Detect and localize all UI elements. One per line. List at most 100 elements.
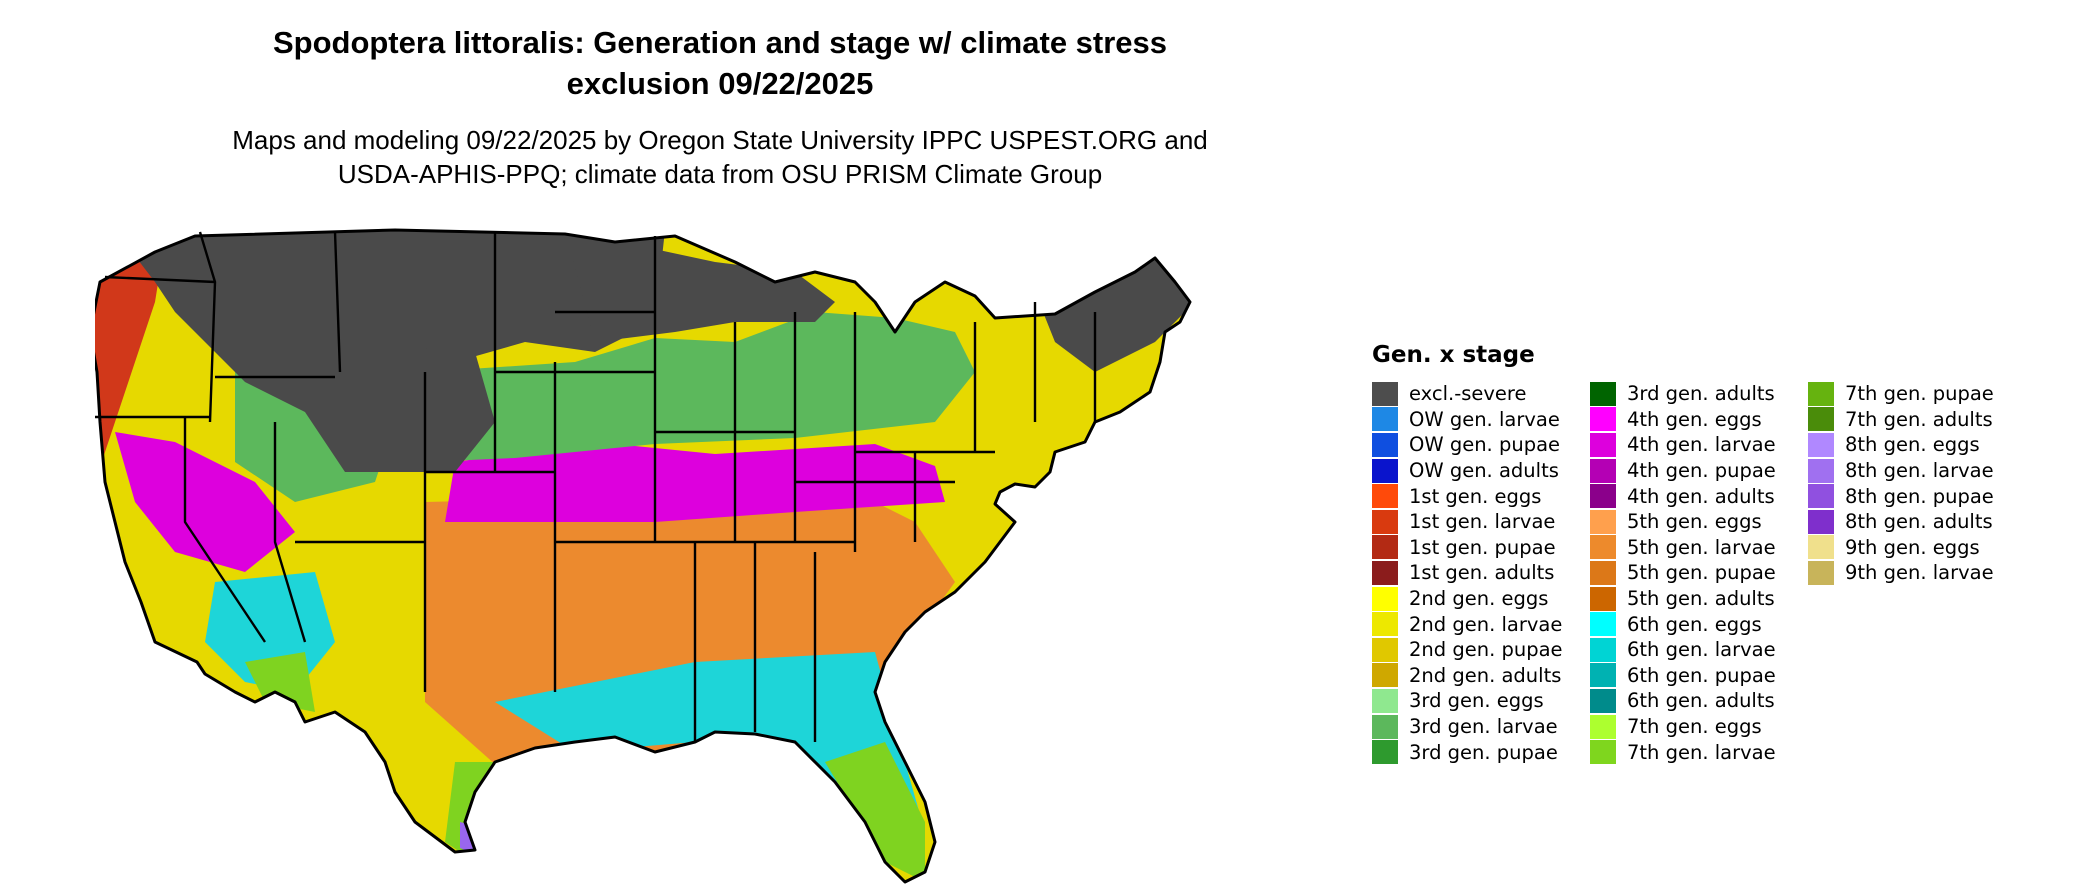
region-gen3 <box>425 312 975 462</box>
legend-swatch <box>1590 612 1616 637</box>
legend-label: 2nd gen. eggs <box>1409 587 1549 611</box>
legend-item: 6th gen. larvae <box>1590 637 1808 663</box>
legend-item: 7th gen. larvae <box>1590 739 1808 765</box>
legend-item: 7th gen. adults <box>1808 407 2026 433</box>
legend-label: 3rd gen. eggs <box>1409 689 1544 713</box>
legend-label: 6th gen. larvae <box>1627 638 1776 662</box>
legend-swatch <box>1590 535 1616 560</box>
legend-label: 6th gen. eggs <box>1627 612 1762 636</box>
map-title: Spodoptera littoralis: Generation and st… <box>180 22 1260 104</box>
legend-item: 3rd gen. adults <box>1590 381 1808 407</box>
legend-item: 5th gen. pupae <box>1590 560 1808 586</box>
legend-label: 8th gen. adults <box>1845 510 1993 534</box>
us-generation-map <box>95 228 1192 884</box>
legend-swatch <box>1590 688 1616 713</box>
legend-label: 9th gen. larvae <box>1845 561 1994 585</box>
legend-label: OW gen. adults <box>1409 459 1559 483</box>
legend-item: 8th gen. pupae <box>1808 483 2026 509</box>
region-gen4 <box>445 442 945 522</box>
legend-item: 1st gen. larvae <box>1372 509 1590 535</box>
legend-label: 5th gen. pupae <box>1627 561 1776 585</box>
legend-label: 6th gen. adults <box>1627 689 1775 713</box>
legend-item: 5th gen. larvae <box>1590 535 1808 561</box>
legend-label: 5th gen. eggs <box>1627 510 1762 534</box>
map-subtitle-line-1: Maps and modeling 09/22/2025 by Oregon S… <box>232 125 1208 155</box>
legend-item: 7th gen. pupae <box>1808 381 2026 407</box>
legend-columns: excl.-severe OW gen. larvae OW gen. pupae O… <box>1372 381 2026 765</box>
legend-swatch <box>1372 560 1398 585</box>
legend-swatch <box>1808 560 1834 585</box>
legend-label: 8th gen. pupae <box>1845 484 1994 508</box>
legend-label: 1st gen. eggs <box>1409 484 1542 508</box>
map-title-line-2: exclusion 09/22/2025 <box>566 66 874 101</box>
legend-item: 2nd gen. eggs <box>1372 586 1590 612</box>
legend-label: 1st gen. adults <box>1409 561 1555 585</box>
legend-item: 4th gen. larvae <box>1590 432 1808 458</box>
legend-swatch <box>1372 663 1398 688</box>
legend-item: 7th gen. eggs <box>1590 714 1808 740</box>
region-excluded-colorado <box>335 342 495 472</box>
legend-item: 1st gen. adults <box>1372 560 1590 586</box>
legend-item: 6th gen. eggs <box>1590 611 1808 637</box>
region-pacific-northwest <box>95 240 165 482</box>
legend-swatch <box>1590 432 1616 457</box>
legend-label: OW gen. larvae <box>1409 407 1560 431</box>
legend-label: 4th gen. larvae <box>1627 433 1776 457</box>
legend-label: 1st gen. pupae <box>1409 535 1556 559</box>
legend-swatch <box>1372 740 1398 765</box>
legend-label: 4th gen. pupae <box>1627 459 1776 483</box>
legend-label: excl.-severe <box>1409 382 1527 406</box>
legend-title: Gen. x stage <box>1372 342 1535 368</box>
legend-label: 8th gen. eggs <box>1845 433 1980 457</box>
legend-label: 9th gen. eggs <box>1845 535 1980 559</box>
map-legend: Gen. x stage excl.-severe OW gen. larvae O… <box>1372 342 2072 782</box>
legend-label: 2nd gen. larvae <box>1409 612 1563 636</box>
legend-item: 3rd gen. larvae <box>1372 714 1590 740</box>
region-gen7-florida <box>825 742 925 882</box>
legend-swatch <box>1372 535 1398 560</box>
legend-label: 8th gen. larvae <box>1845 459 1994 483</box>
legend-label: 7th gen. pupae <box>1845 382 1994 406</box>
legend-swatch <box>1808 407 1834 432</box>
legend-column-1: excl.-severe OW gen. larvae OW gen. pupae O… <box>1372 381 1590 765</box>
legend-item: 1st gen. pupae <box>1372 535 1590 561</box>
legend-item: OW gen. larvae <box>1372 407 1590 433</box>
legend-swatch <box>1808 509 1834 534</box>
legend-swatch <box>1590 560 1616 585</box>
legend-label: 1st gen. larvae <box>1409 510 1556 534</box>
legend-item: 1st gen. eggs <box>1372 483 1590 509</box>
legend-item: 8th gen. adults <box>1808 509 2026 535</box>
legend-swatch <box>1372 432 1398 457</box>
legend-item: 4th gen. eggs <box>1590 407 1808 433</box>
legend-item: 6th gen. pupae <box>1590 663 1808 689</box>
legend-item: OW gen. pupae <box>1372 432 1590 458</box>
legend-label: 4th gen. adults <box>1627 484 1775 508</box>
legend-item: 4th gen. adults <box>1590 483 1808 509</box>
legend-swatch <box>1590 407 1616 432</box>
map-title-line-1: Spodoptera littoralis: Generation and st… <box>272 25 1168 60</box>
region-gen4-west <box>115 432 295 572</box>
legend-swatch <box>1372 586 1398 611</box>
legend-swatch <box>1372 637 1398 662</box>
legend-item: 3rd gen. pupae <box>1372 739 1590 765</box>
legend-item: 9th gen. eggs <box>1808 535 2026 561</box>
legend-swatch <box>1808 484 1834 509</box>
legend-item: 3rd gen. eggs <box>1372 688 1590 714</box>
legend-swatch <box>1590 509 1616 534</box>
map-subtitle: Maps and modeling 09/22/2025 by Oregon S… <box>150 123 1290 191</box>
legend-swatch <box>1372 458 1398 483</box>
legend-item: 8th gen. eggs <box>1808 432 2026 458</box>
legend-swatch <box>1808 535 1834 560</box>
state-border-lines <box>95 231 1097 742</box>
legend-item: excl.-severe <box>1372 381 1590 407</box>
legend-swatch <box>1590 458 1616 483</box>
legend-swatch <box>1590 714 1616 739</box>
legend-item: 5th gen. adults <box>1590 586 1808 612</box>
legend-item: 9th gen. larvae <box>1808 560 2026 586</box>
legend-swatch <box>1590 484 1616 509</box>
legend-column-3: 7th gen. pupae 7th gen. adults 8th gen. eg… <box>1808 381 2026 765</box>
legend-swatch <box>1372 407 1398 432</box>
legend-swatch <box>1590 586 1616 611</box>
legend-item: 2nd gen. adults <box>1372 663 1590 689</box>
region-gen7-texas <box>445 762 515 862</box>
